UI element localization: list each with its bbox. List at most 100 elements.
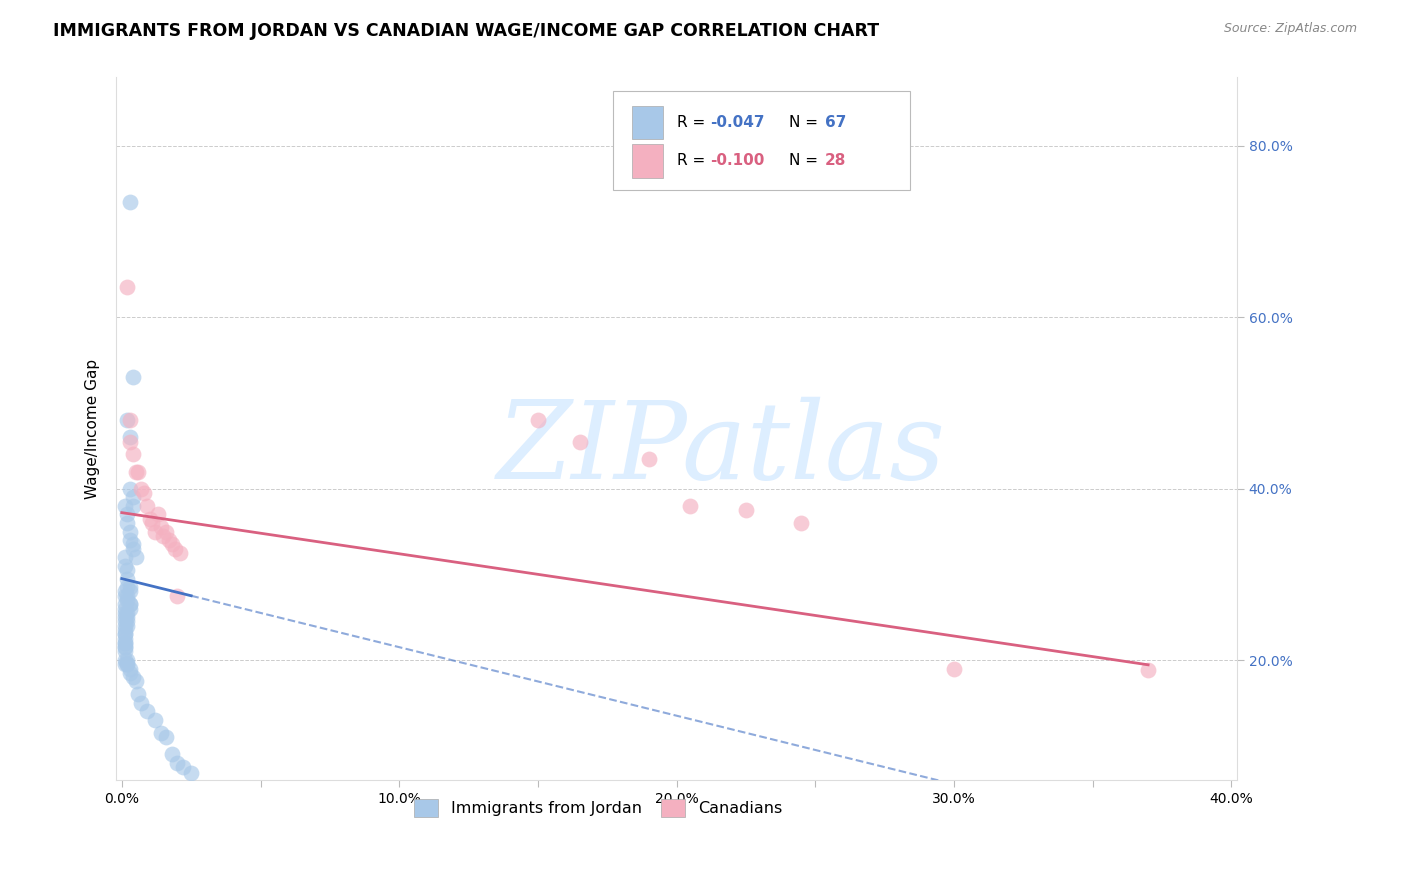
Point xyxy=(163,541,186,556)
Text: N =: N = xyxy=(789,115,823,130)
Point xyxy=(180,766,202,780)
Text: 67: 67 xyxy=(824,115,846,130)
Point xyxy=(117,615,139,629)
Point xyxy=(120,584,142,599)
Point xyxy=(120,482,142,496)
Point xyxy=(120,194,142,209)
Bar xyxy=(631,144,664,178)
Point xyxy=(117,619,139,633)
Point xyxy=(114,640,136,655)
Point xyxy=(122,499,145,513)
Point xyxy=(942,662,965,676)
Text: N =: N = xyxy=(789,153,823,169)
Point xyxy=(135,705,157,719)
Text: IMMIGRANTS FROM JORDAN VS CANADIAN WAGE/INCOME GAP CORRELATION CHART: IMMIGRANTS FROM JORDAN VS CANADIAN WAGE/… xyxy=(53,22,880,40)
Point xyxy=(166,589,188,603)
Point xyxy=(120,665,142,680)
Point xyxy=(120,533,142,547)
Point xyxy=(117,563,139,577)
Point xyxy=(152,529,174,543)
Point xyxy=(138,511,160,525)
Point xyxy=(114,632,136,646)
Point xyxy=(117,413,139,427)
Legend: Immigrants from Jordan, Canadians: Immigrants from Jordan, Canadians xyxy=(406,791,790,825)
Point xyxy=(527,413,550,427)
Point xyxy=(120,601,142,615)
Point xyxy=(149,520,172,534)
Point xyxy=(146,508,169,522)
Point xyxy=(120,662,142,676)
Point xyxy=(120,434,142,449)
Point xyxy=(114,636,136,650)
Point xyxy=(120,597,142,611)
Bar xyxy=(631,105,664,139)
Point xyxy=(114,644,136,658)
Point xyxy=(120,524,142,539)
Text: R =: R = xyxy=(676,153,710,169)
Point xyxy=(120,413,142,427)
Point xyxy=(122,370,145,384)
Text: -0.047: -0.047 xyxy=(710,115,765,130)
Point xyxy=(637,451,659,466)
Point xyxy=(122,490,145,504)
Text: 28: 28 xyxy=(824,153,846,169)
Point xyxy=(114,615,136,629)
Point xyxy=(125,465,148,479)
Text: R =: R = xyxy=(676,115,710,130)
FancyBboxPatch shape xyxy=(613,92,910,190)
Point xyxy=(114,597,136,611)
Point xyxy=(120,597,142,611)
Point xyxy=(160,747,183,762)
Point xyxy=(114,653,136,667)
Point xyxy=(114,550,136,565)
Point xyxy=(114,589,136,603)
Point xyxy=(114,627,136,641)
Point xyxy=(122,537,145,551)
Point xyxy=(1137,663,1160,677)
Point xyxy=(143,524,166,539)
Point xyxy=(127,465,149,479)
Point xyxy=(129,696,152,710)
Point xyxy=(117,606,139,620)
Point xyxy=(117,508,139,522)
Point xyxy=(155,524,177,539)
Point xyxy=(568,434,591,449)
Point xyxy=(114,623,136,637)
Point xyxy=(143,713,166,727)
Point xyxy=(114,627,136,641)
Point xyxy=(114,636,136,650)
Point xyxy=(160,537,183,551)
Point xyxy=(155,730,177,744)
Point xyxy=(117,657,139,672)
Point xyxy=(790,516,813,530)
Point xyxy=(117,572,139,586)
Y-axis label: Wage/Income Gap: Wage/Income Gap xyxy=(86,359,100,499)
Point xyxy=(127,687,149,701)
Point xyxy=(117,657,139,672)
Point xyxy=(117,516,139,530)
Point xyxy=(135,499,157,513)
Point xyxy=(149,726,172,740)
Point xyxy=(114,499,136,513)
Point xyxy=(114,619,136,633)
Point xyxy=(114,584,136,599)
Point xyxy=(114,558,136,573)
Point xyxy=(141,516,163,530)
Point xyxy=(117,580,139,594)
Point xyxy=(122,670,145,684)
Text: Source: ZipAtlas.com: Source: ZipAtlas.com xyxy=(1223,22,1357,36)
Point xyxy=(114,606,136,620)
Point xyxy=(172,760,194,774)
Text: -0.100: -0.100 xyxy=(710,153,765,169)
Point xyxy=(114,640,136,655)
Point xyxy=(114,657,136,672)
Point xyxy=(120,580,142,594)
Text: ZIPatlas: ZIPatlas xyxy=(496,397,946,502)
Point xyxy=(117,653,139,667)
Point xyxy=(129,482,152,496)
Point xyxy=(117,593,139,607)
Point xyxy=(735,503,758,517)
Point xyxy=(157,533,180,547)
Point xyxy=(169,546,191,560)
Point xyxy=(166,756,188,770)
